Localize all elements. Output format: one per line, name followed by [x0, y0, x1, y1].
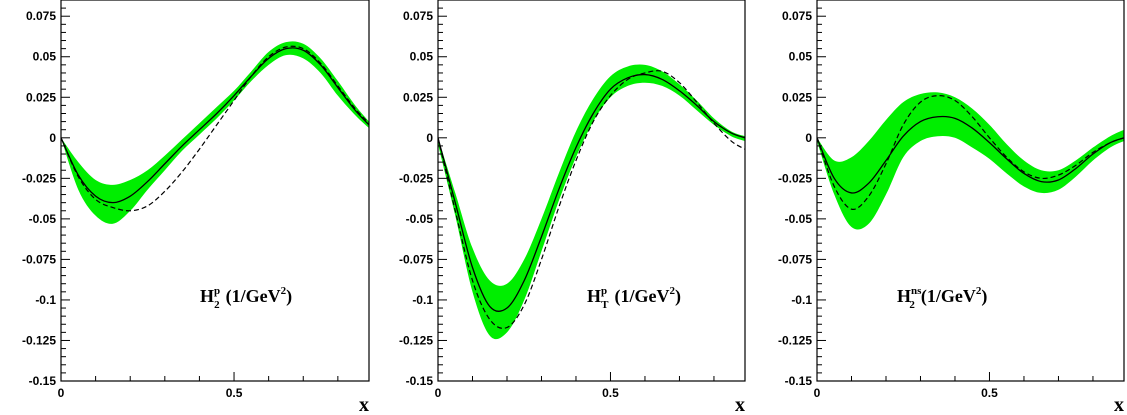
- x-tick-label: 0: [814, 386, 821, 400]
- y-tick-label: 0.075: [403, 9, 433, 23]
- y-tick-label: -0.05: [406, 212, 434, 226]
- x-tick-label: 0.5: [602, 386, 619, 400]
- y-tick-label: 0.05: [789, 50, 813, 64]
- dashed-curve: [817, 95, 1124, 210]
- x-axis-label: x: [735, 394, 745, 415]
- y-tick-label: 0: [805, 131, 812, 145]
- dashed-curve: [438, 70, 745, 329]
- y-tick-label: 0.05: [410, 50, 434, 64]
- panel-2: 0.075 0.05 0.025 0 -0.025 -0.05 -0.075 -0.1 -0.1…: [399, 0, 746, 415]
- y-tick-label: -0.1: [412, 293, 433, 307]
- uncertainty-band: [61, 41, 369, 224]
- y-tick-label: -0.05: [29, 212, 57, 226]
- x-tick-label: 0.5: [226, 386, 243, 400]
- plot-frame: [437, 0, 746, 382]
- y-tick-label: 0.025: [782, 90, 812, 104]
- y-tick-label: -0.025: [399, 171, 433, 185]
- plot-area: [817, 92, 1124, 230]
- x-tick-label: 0.5: [981, 386, 998, 400]
- y-tick-label: 0.05: [33, 50, 57, 64]
- y-tick-label: -0.125: [399, 333, 433, 347]
- x-axis-label: x: [359, 394, 369, 415]
- y-tick-label: -0.025: [22, 171, 56, 185]
- y-tick-label: 0: [426, 131, 433, 145]
- panel-label: Hp 2 (1/GeV2): [200, 285, 292, 311]
- y-tick-label: -0.075: [778, 252, 812, 266]
- uncertainty-band: [438, 64, 745, 340]
- y-tick-label: 0.075: [782, 9, 812, 23]
- plot-area: [438, 64, 745, 340]
- y-tick-label: -0.075: [399, 252, 433, 266]
- y-tick-label: -0.075: [22, 252, 56, 266]
- panel-3: 0.075 0.05 0.025 0 -0.025 -0.05 -0.075 -0.1 -0.1…: [778, 0, 1125, 415]
- y-tick-label: -0.15: [785, 374, 813, 388]
- y-tick-label: 0.025: [403, 90, 433, 104]
- panel-1: 0.075 0.05 0.025 0 -0.025 -0.05 -0.075 -0.1 -0.1…: [22, 0, 370, 415]
- panel-label: Hns 2 (1/GeV2): [897, 285, 987, 311]
- y-tick-label: -0.15: [29, 374, 57, 388]
- x-tick-label: 0: [435, 386, 442, 400]
- y-tick-label: 0: [49, 131, 56, 145]
- y-tick-label: -0.05: [785, 212, 813, 226]
- uncertainty-band: [817, 92, 1124, 230]
- y-tick-label: -0.15: [406, 374, 434, 388]
- plot-frame: [816, 0, 1125, 382]
- y-tick-label: -0.125: [778, 333, 812, 347]
- y-tick-label: -0.125: [22, 333, 56, 347]
- y-tick-label: 0.075: [26, 9, 56, 23]
- x-axis-label: x: [1114, 394, 1124, 415]
- central-curve: [817, 115, 1124, 194]
- panel-label: Hp T (1/GeV2): [587, 285, 681, 311]
- y-tick-label: -0.1: [35, 293, 56, 307]
- dashed-curve: [61, 45, 369, 212]
- y-tick-label: -0.1: [791, 293, 812, 307]
- central-curve: [61, 47, 369, 204]
- x-tick-label: 0: [58, 386, 65, 400]
- central-curve: [438, 73, 745, 313]
- plot-frame: [60, 0, 370, 382]
- y-tick-label: -0.025: [778, 171, 812, 185]
- y-tick-label: 0.025: [26, 90, 56, 104]
- plot-area: [61, 41, 369, 224]
